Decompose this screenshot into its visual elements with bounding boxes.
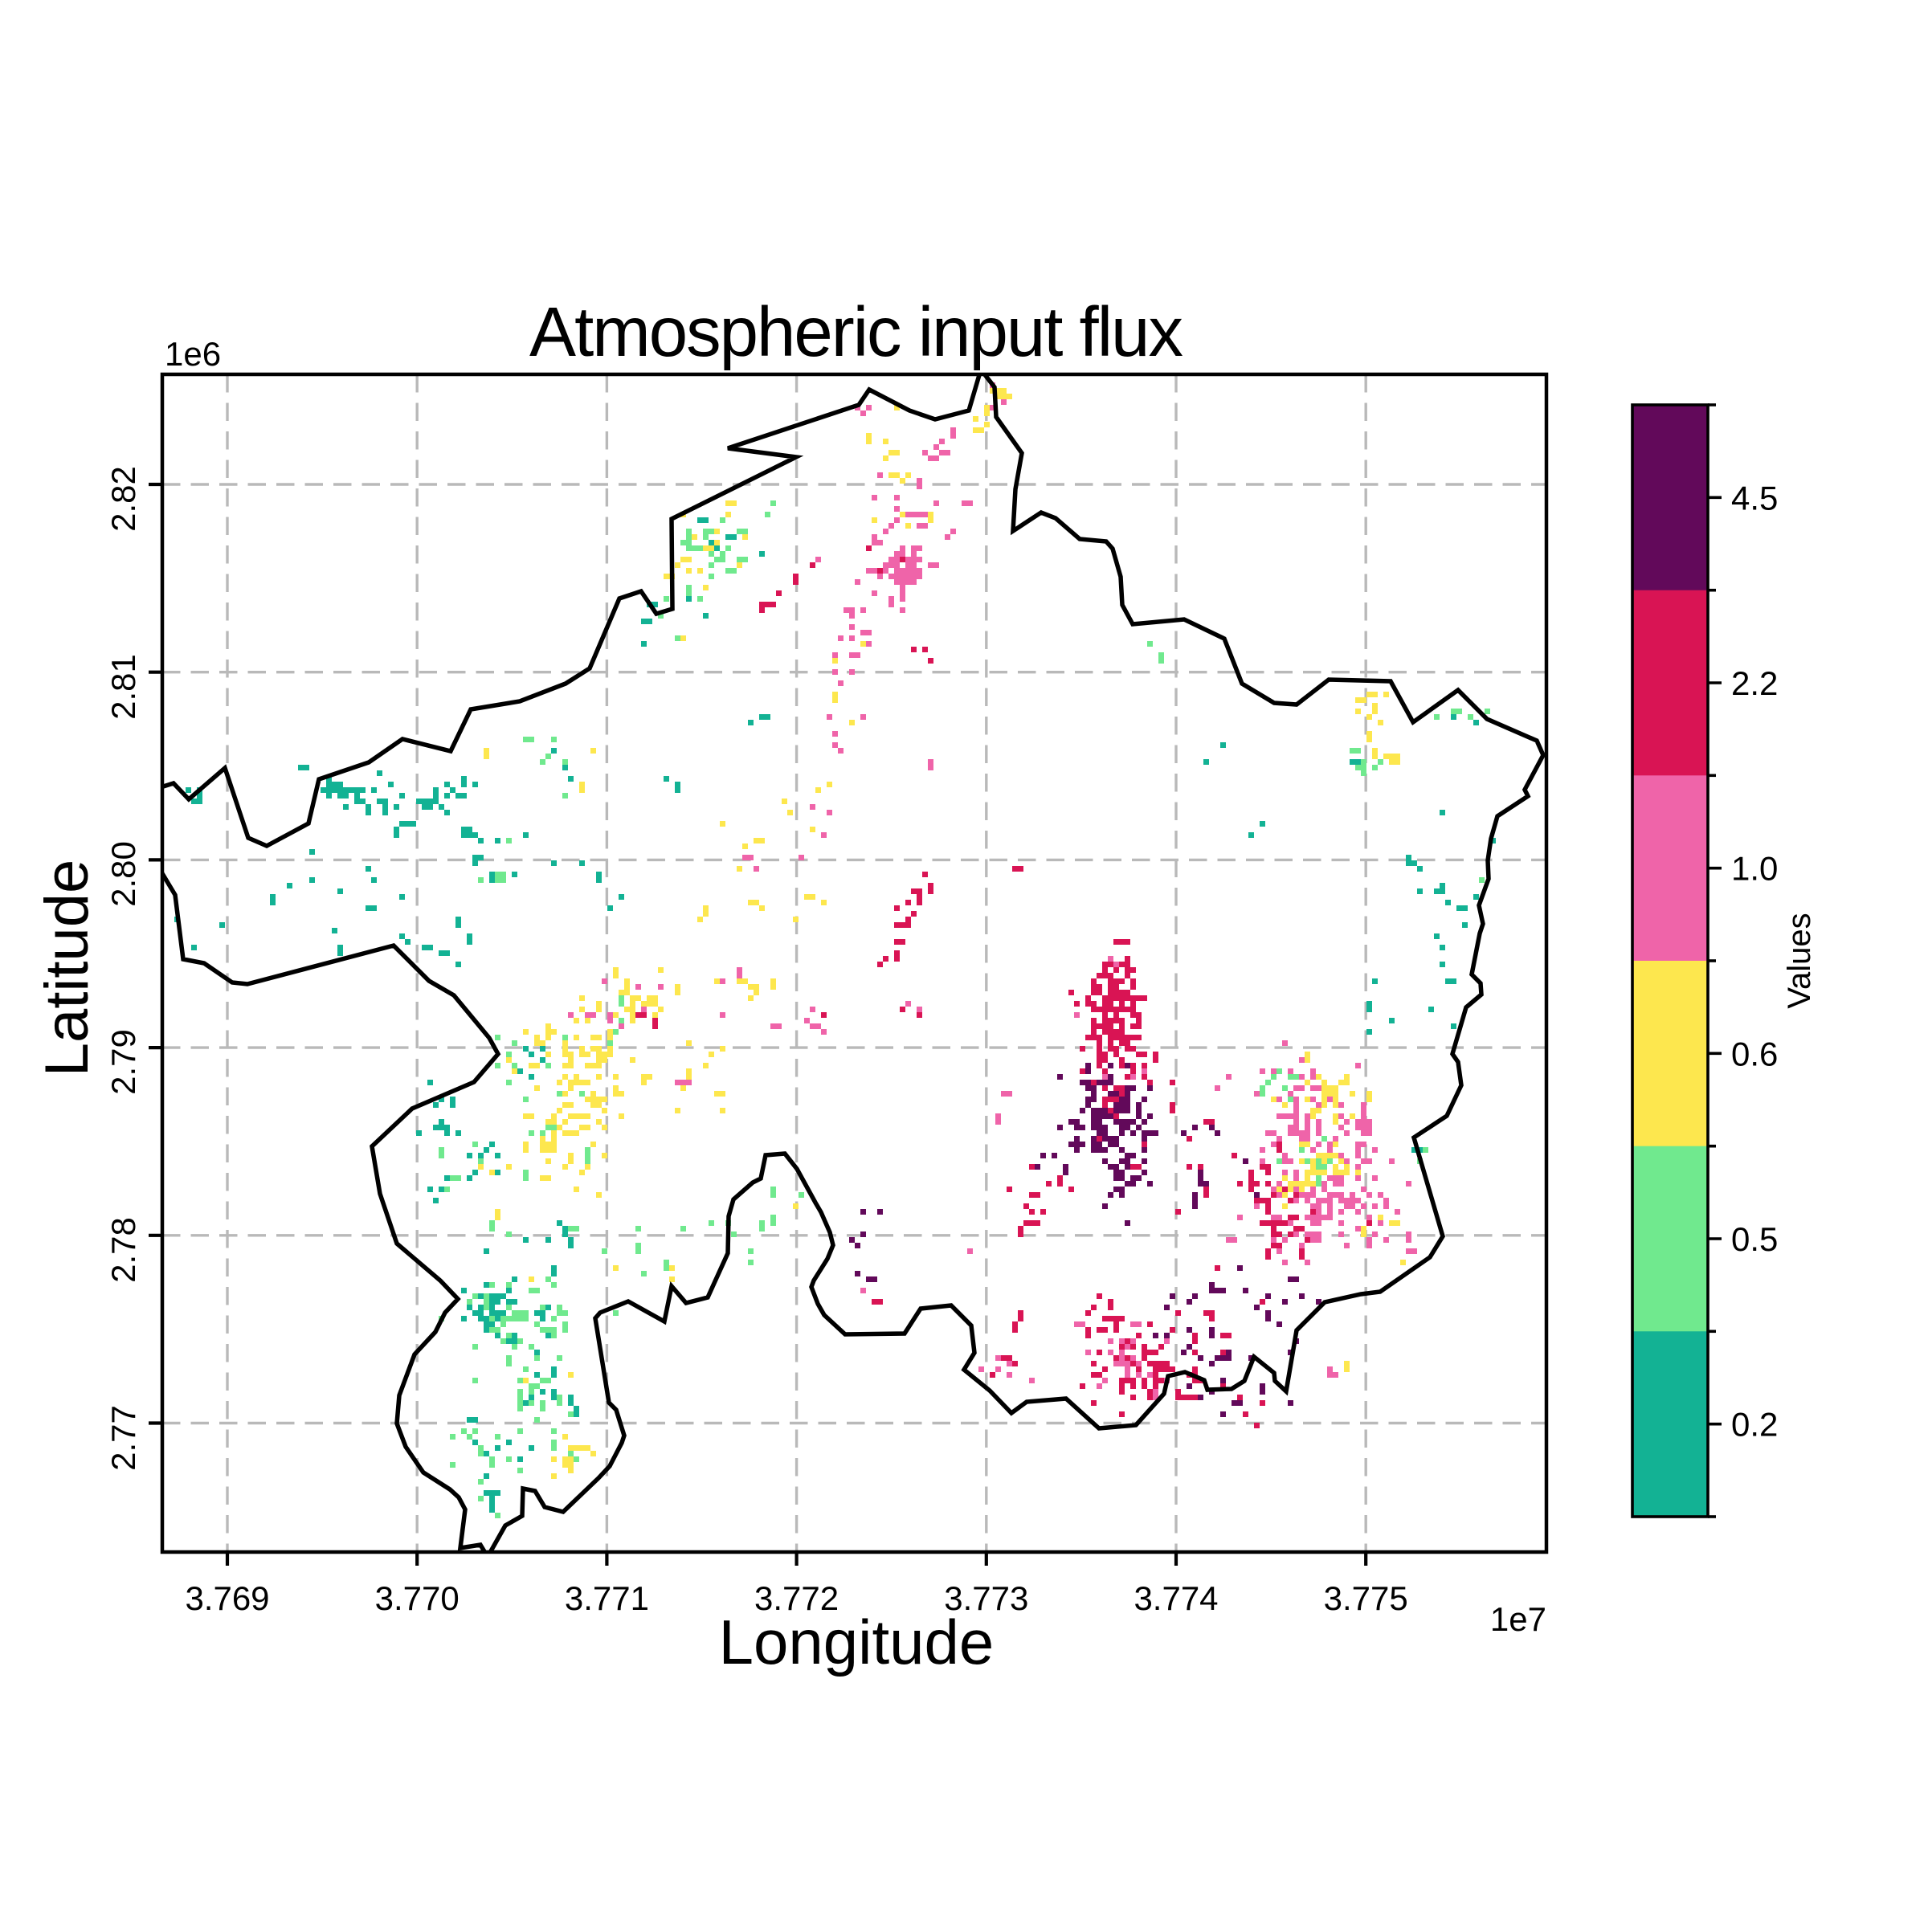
- svg-text:3.773: 3.773: [944, 1579, 1028, 1617]
- svg-text:Atmospheric input flux: Atmospheric input flux: [529, 293, 1183, 371]
- svg-text:2.79: 2.79: [104, 1029, 142, 1095]
- svg-text:2.81: 2.81: [104, 654, 142, 720]
- svg-text:Latitude: Latitude: [33, 860, 101, 1076]
- svg-text:2.2: 2.2: [1731, 664, 1778, 702]
- svg-text:1e6: 1e6: [165, 335, 221, 373]
- svg-text:3.772: 3.772: [754, 1579, 839, 1617]
- svg-text:1.0: 1.0: [1731, 850, 1778, 888]
- svg-text:1e7: 1e7: [1490, 1600, 1546, 1638]
- svg-text:3.771: 3.771: [565, 1579, 649, 1617]
- svg-text:2.80: 2.80: [104, 841, 142, 907]
- svg-text:0.6: 0.6: [1731, 1035, 1778, 1072]
- svg-text:3.774: 3.774: [1134, 1579, 1218, 1617]
- svg-text:0.5: 0.5: [1731, 1220, 1778, 1258]
- svg-text:2.78: 2.78: [104, 1217, 142, 1283]
- svg-text:4.5: 4.5: [1731, 479, 1778, 517]
- svg-text:2.77: 2.77: [104, 1405, 142, 1471]
- svg-text:3.775: 3.775: [1324, 1579, 1408, 1617]
- svg-text:3.769: 3.769: [185, 1579, 269, 1617]
- svg-text:3.770: 3.770: [375, 1579, 460, 1617]
- svg-text:0.2: 0.2: [1731, 1406, 1778, 1444]
- svg-text:2.82: 2.82: [104, 466, 142, 532]
- svg-text:Values: Values: [1782, 913, 1817, 1008]
- svg-text:Longitude: Longitude: [719, 1607, 995, 1677]
